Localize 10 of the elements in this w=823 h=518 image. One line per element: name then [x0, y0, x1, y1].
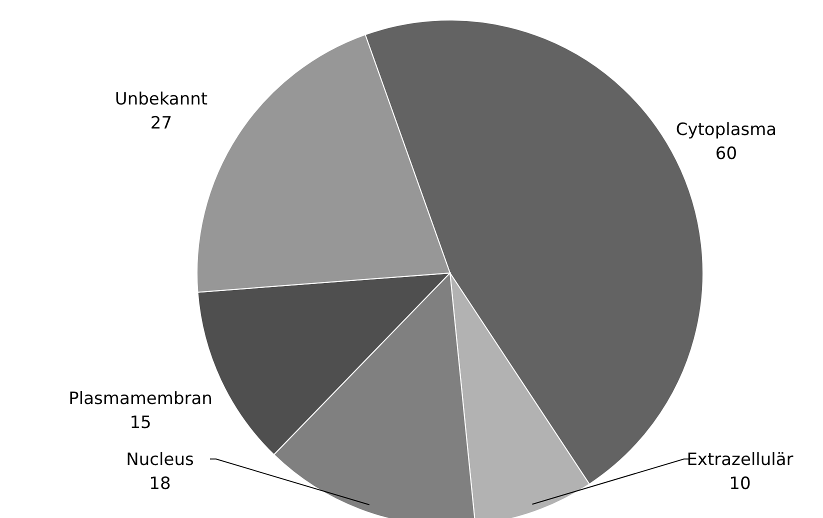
data-label: 10 — [729, 474, 751, 494]
slice-label: Extrazellulär — [686, 450, 794, 470]
data-label: 18 — [149, 474, 171, 494]
slice-label: Cytoplasma — [676, 120, 777, 140]
data-label: 15 — [130, 412, 152, 433]
slice-label: Plasmamembran — [68, 389, 212, 410]
data-label: 27 — [150, 114, 172, 134]
slice-label: Unbekannt — [114, 90, 208, 110]
slice-label: Nucleus — [126, 450, 194, 470]
data-label: 60 — [715, 144, 738, 164]
